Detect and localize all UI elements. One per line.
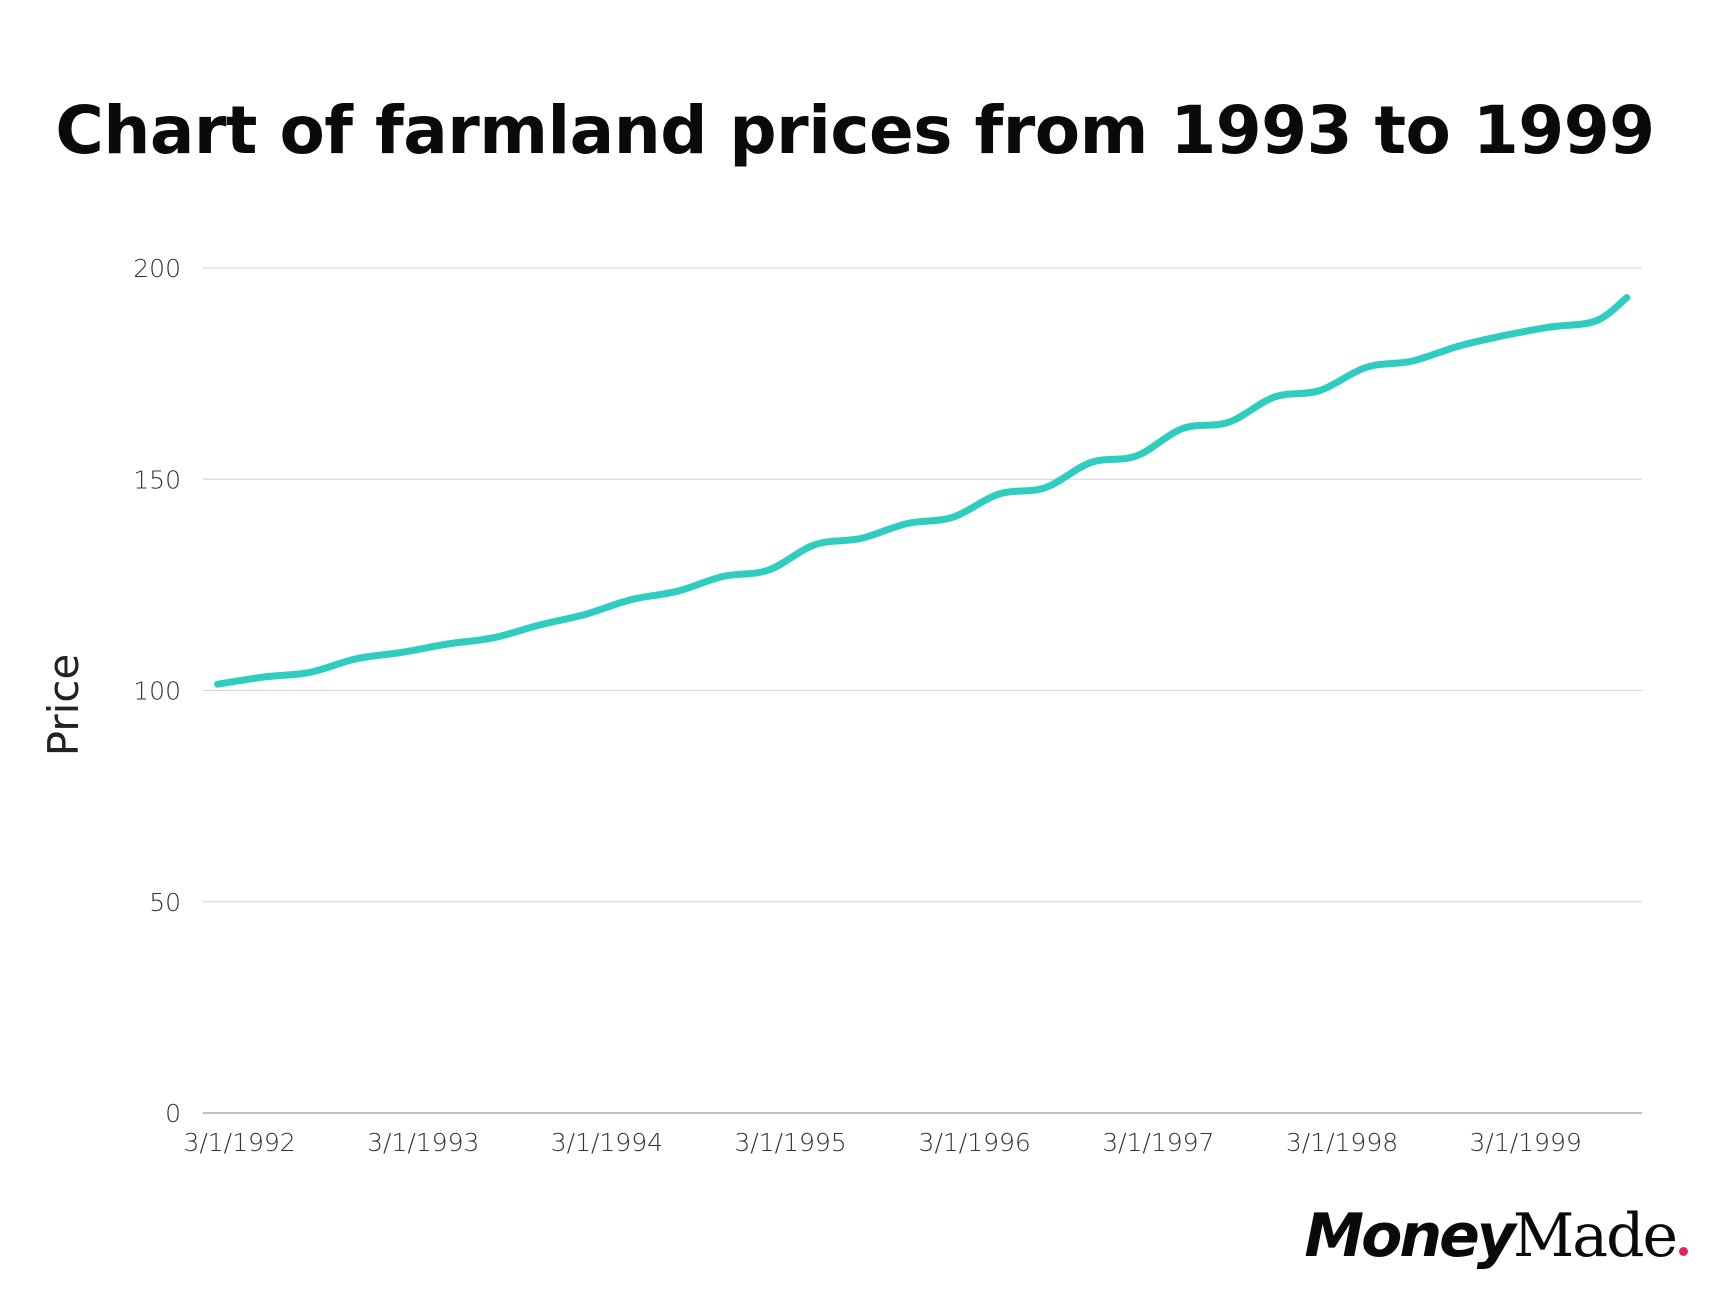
data-point xyxy=(1549,327,1550,328)
data-point xyxy=(310,672,311,673)
x-axis-ticks: 3/1/1992 3/1/1993 3/1/1994 3/1/1995 3/1/1996… xyxy=(183,1128,1581,1157)
x-tick-label: 3/1/1992 xyxy=(183,1128,295,1157)
x-tick-label: 3/1/1998 xyxy=(1286,1128,1398,1157)
data-point xyxy=(631,599,632,600)
data-point xyxy=(1458,346,1459,347)
data-point xyxy=(768,570,769,571)
x-tick-label: 3/1/1996 xyxy=(919,1128,1031,1157)
chart-title: Chart of farmland prices from 1993 to 19… xyxy=(55,92,1655,169)
data-point xyxy=(1596,320,1597,321)
data-point xyxy=(677,591,678,592)
data-point xyxy=(1091,462,1092,463)
data-point xyxy=(1228,422,1229,423)
data-point xyxy=(1182,428,1183,429)
data-point xyxy=(584,614,585,615)
data-point xyxy=(723,576,724,577)
data-point xyxy=(217,684,218,685)
data-point xyxy=(1626,297,1627,298)
data-point xyxy=(1045,487,1046,488)
data-point xyxy=(1366,367,1367,368)
y-axis-title: Price xyxy=(39,654,88,756)
data-point xyxy=(1136,456,1137,457)
brand-logo-made: Made xyxy=(1512,1201,1678,1271)
data-point xyxy=(906,523,907,524)
data-point xyxy=(1412,360,1413,361)
brand-logo: MoneyMade xyxy=(1304,1196,1688,1276)
data-point xyxy=(998,494,999,495)
brand-logo-dot xyxy=(1679,1247,1688,1256)
y-tick-label: 0 xyxy=(165,1099,181,1128)
y-axis-ticks: 0 50 100 150 200 xyxy=(133,254,181,1128)
x-tick-label: 3/1/1999 xyxy=(1469,1128,1581,1157)
y-tick-label: 50 xyxy=(149,888,181,917)
y-tick-label: 150 xyxy=(133,465,181,494)
series-line xyxy=(214,294,1631,688)
y-tick-label: 100 xyxy=(133,677,181,706)
data-point xyxy=(539,625,540,626)
data-point xyxy=(401,652,402,653)
data-point xyxy=(493,637,494,638)
data-point xyxy=(355,658,356,659)
brand-logo-money: Money xyxy=(1304,1201,1515,1271)
data-point xyxy=(1503,335,1504,336)
x-tick-label: 3/1/1995 xyxy=(734,1128,846,1157)
data-point xyxy=(263,676,264,677)
data-point xyxy=(1319,390,1320,391)
x-tick-label: 3/1/1994 xyxy=(551,1128,663,1157)
data-point xyxy=(447,644,448,645)
y-tick-label: 200 xyxy=(133,254,181,283)
data-point xyxy=(861,538,862,539)
series-layer xyxy=(214,294,1631,688)
data-point xyxy=(1274,396,1275,397)
x-tick-label: 3/1/1993 xyxy=(367,1128,479,1157)
x-tick-label: 3/1/1997 xyxy=(1102,1128,1214,1157)
data-point xyxy=(814,544,815,545)
gridlines xyxy=(203,267,1642,1114)
data-point xyxy=(952,517,953,518)
